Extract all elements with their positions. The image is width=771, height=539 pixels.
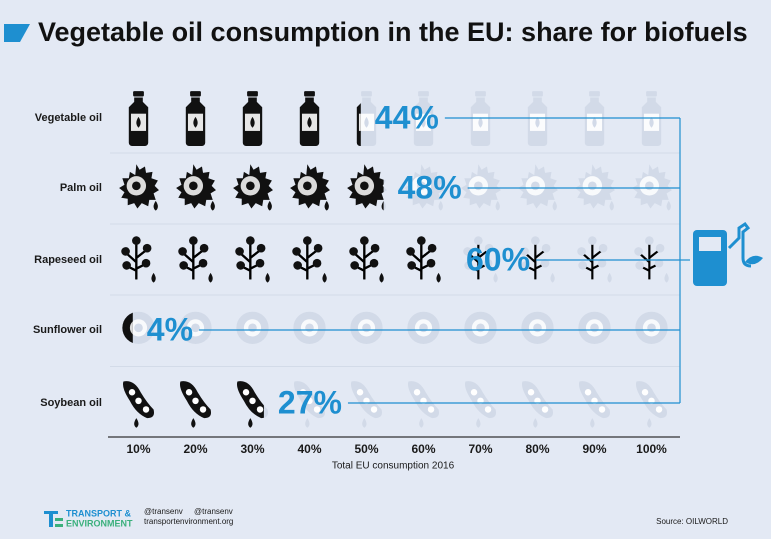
value-label: 4% <box>147 311 193 347</box>
icon <box>635 311 668 344</box>
title-accent <box>4 24 30 42</box>
x-tick-label: 90% <box>582 442 606 456</box>
icon <box>407 381 440 428</box>
icon <box>578 381 611 428</box>
twitter-handle: @transenv <box>144 507 183 516</box>
x-tick-label: 30% <box>240 442 264 456</box>
icon <box>407 311 440 344</box>
brand-line: ENVIRONMENT <box>66 518 133 528</box>
x-tick-label: 80% <box>525 442 549 456</box>
icon <box>635 381 668 428</box>
icon <box>293 311 326 344</box>
x-tick-label: 70% <box>468 442 492 456</box>
x-axis-label: Total EU consumption 2016 <box>332 461 455 472</box>
value-label: 44% <box>375 99 439 135</box>
x-tick-label: 40% <box>297 442 321 456</box>
x-tick-label: 100% <box>636 442 667 456</box>
category-label: Rapeseed oil <box>34 254 102 266</box>
category-label: Soybean oil <box>40 397 102 409</box>
brand-line: TRANSPORT & <box>66 508 132 518</box>
icon <box>236 311 269 344</box>
icon <box>464 311 497 344</box>
fuel-pump-icon <box>693 221 763 286</box>
x-tick-label: 10% <box>126 442 150 456</box>
icon <box>578 311 611 344</box>
source: Source: OILWORLD <box>656 517 728 526</box>
icon <box>521 381 554 428</box>
icon <box>350 311 383 344</box>
x-tick-label: 20% <box>183 442 207 456</box>
value-label: 48% <box>398 169 462 205</box>
category-label: Vegetable oil <box>35 112 102 124</box>
logo-mark <box>55 518 63 521</box>
category-label: Sunflower oil <box>33 324 102 336</box>
value-label: 27% <box>278 384 342 420</box>
icon <box>350 381 383 428</box>
category-label: Palm oil <box>60 182 102 194</box>
chart-title: Vegetable oil consumption in the EU: sha… <box>38 17 748 47</box>
facebook-handle: @transenv <box>194 507 233 516</box>
x-tick-label: 50% <box>354 442 378 456</box>
website: transportenvironment.org <box>144 517 233 526</box>
value-label: 60% <box>466 241 530 277</box>
logo-mark <box>55 524 63 527</box>
icon <box>464 381 497 428</box>
x-tick-label: 60% <box>411 442 435 456</box>
icon <box>521 311 554 344</box>
logo-mark <box>49 511 53 527</box>
empty-icons <box>122 311 668 344</box>
